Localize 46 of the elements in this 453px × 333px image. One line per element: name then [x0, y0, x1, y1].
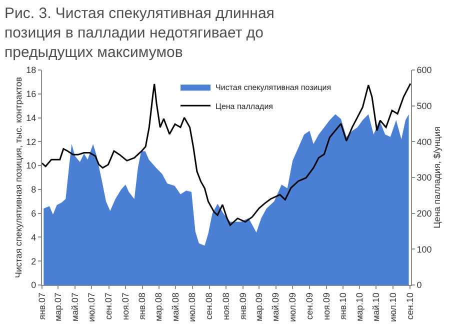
y2-axis-title: Цена палладия, $/унция [432, 126, 442, 228]
x-tick-label: июл.08 [187, 292, 198, 322]
y-tick-label: 8 [31, 184, 36, 195]
y2-tick-label: 0 [416, 280, 422, 290]
x-tick-label: янв.07 [36, 292, 47, 320]
y-tick-label: 12 [26, 136, 36, 147]
x-tick-label: сен.10 [404, 292, 415, 320]
x-tick-label: янв.09 [238, 292, 248, 320]
x-tick-label: май.07 [70, 292, 80, 322]
y-tick-label: 2 [31, 256, 36, 266]
y-tick-label: 14 [26, 112, 36, 123]
y-tick-label: 6 [31, 208, 36, 218]
y-tick-label: 16 [26, 89, 36, 100]
x-tick-label: янв.10 [338, 292, 348, 320]
chart-title: Рис. 3. Чистая спекулятивная длинная позиция в палладии недотягивает до предыдущих максимумов [4, 5, 274, 61]
x-tick-label: мар.09 [254, 292, 264, 322]
y2-tick-label: 100 [416, 244, 432, 254]
y2-tick-label: 400 [416, 136, 432, 147]
x-tick-label: мар.08 [154, 292, 164, 322]
x-tick-label: ноя.09 [321, 292, 332, 320]
y-tick-label: 18 [26, 65, 36, 76]
x-tick-label: июл.09 [288, 292, 298, 322]
x-tick-label: сен.09 [304, 292, 315, 320]
x-tick-label: июл.07 [86, 292, 97, 322]
x-tick-label: май.08 [170, 292, 180, 322]
line-series [42, 82, 411, 226]
x-tick-label: ноя.07 [120, 292, 130, 320]
x-tick-label: мар.07 [53, 292, 64, 322]
legend-label: Чистая спекулятивная позиция [216, 82, 332, 92]
y-tick-label: 10 [26, 160, 36, 171]
y2-tick-label: 200 [416, 208, 432, 218]
x-tick-label: май.10 [371, 292, 382, 322]
y2-tick-label: 300 [416, 172, 432, 183]
x-tick-label: сен.07 [104, 292, 114, 320]
y2-tick-label: 500 [416, 100, 432, 111]
y2-tick-label: 600 [416, 65, 432, 76]
legend-label: Цена палладия [216, 102, 274, 111]
y-tick-label: 0 [31, 280, 36, 290]
y-axis-title: Чистая спекулятивная позиция, тыс. контрактов [14, 76, 24, 278]
y-tick-label: 4 [31, 232, 36, 242]
x-tick-label: ноя.08 [221, 292, 232, 320]
x-tick-label: июл.10 [388, 292, 398, 322]
x-tick-label: май.09 [270, 292, 281, 322]
x-tick-label: сен.08 [204, 292, 214, 320]
x-tick-label: янв.08 [137, 292, 148, 320]
x-tick-label: мар.10 [354, 292, 364, 322]
